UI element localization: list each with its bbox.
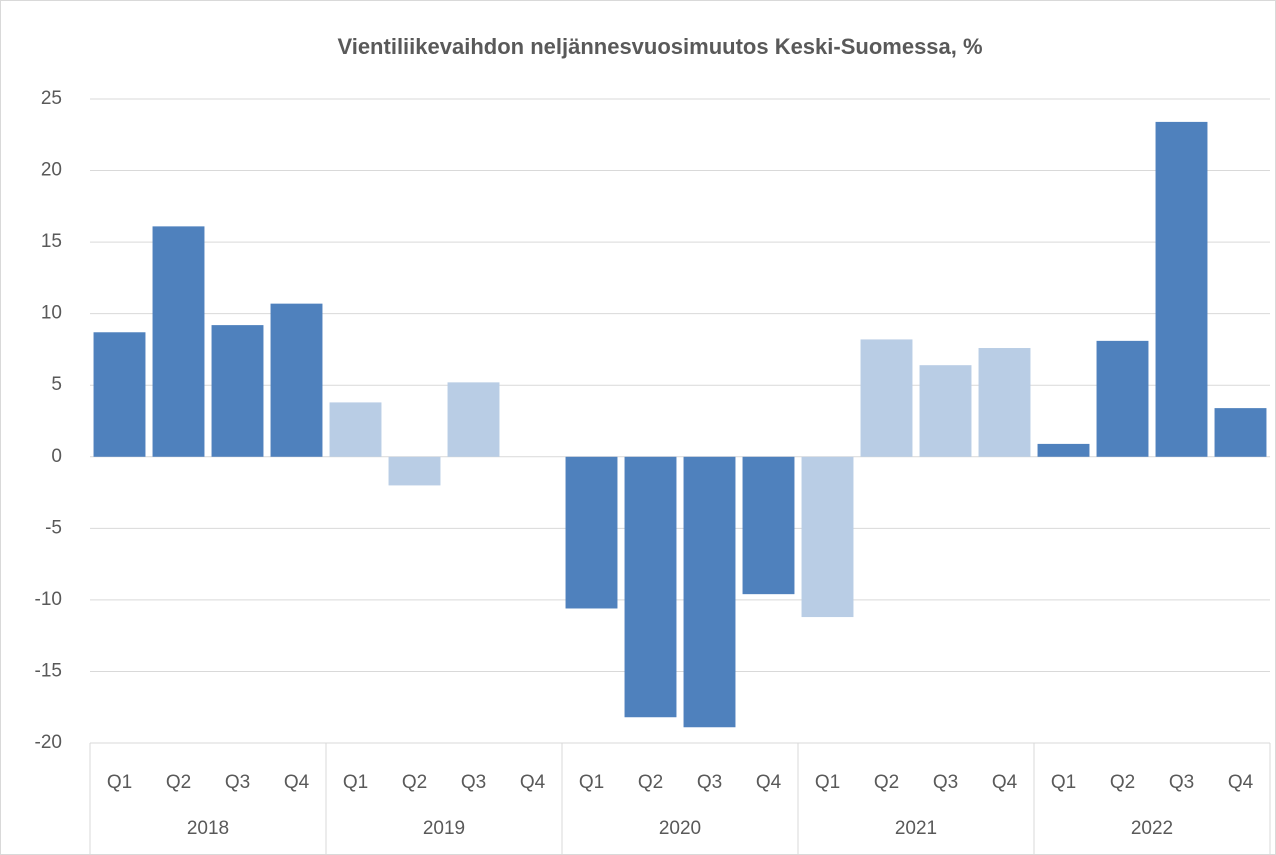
group-label: 2019 — [423, 818, 465, 839]
y-tick-label: 25 — [41, 88, 62, 109]
x-tick-label: Q4 — [1228, 772, 1254, 793]
bar — [329, 402, 382, 457]
x-tick-label: Q3 — [225, 772, 250, 793]
x-tick-label: Q3 — [697, 772, 722, 793]
bar — [565, 456, 618, 609]
bar — [1214, 408, 1267, 457]
y-tick-label: 10 — [41, 303, 62, 324]
bar — [742, 456, 795, 595]
y-tick-label: 15 — [41, 231, 62, 252]
bar — [270, 303, 323, 457]
y-tick-label: -15 — [35, 660, 62, 681]
bar — [388, 456, 441, 486]
bar — [152, 226, 205, 457]
x-tick-label: Q1 — [579, 772, 604, 793]
bar — [683, 456, 736, 728]
y-tick-label: -10 — [35, 589, 62, 610]
x-tick-label: Q2 — [166, 772, 191, 793]
x-tick-label: Q3 — [933, 772, 958, 793]
x-tick-label: Q2 — [874, 772, 899, 793]
x-tick-label: Q4 — [284, 772, 310, 793]
y-tick-label: 0 — [51, 446, 62, 467]
bar — [1096, 340, 1149, 457]
bar — [624, 456, 677, 718]
x-tick-label: Q4 — [992, 772, 1018, 793]
bar — [919, 365, 972, 457]
bar — [1155, 121, 1208, 457]
bar — [801, 456, 854, 618]
chart-title: Vientiliikevaihdon neljännesvuosimuutos … — [337, 34, 982, 59]
group-label: 2020 — [659, 818, 701, 839]
bar — [93, 332, 146, 457]
x-tick-label: Q2 — [638, 772, 663, 793]
x-tick-label: Q3 — [1169, 772, 1194, 793]
bar — [978, 348, 1031, 457]
y-tick-label: 20 — [41, 160, 62, 181]
bar — [860, 339, 913, 457]
x-tick-label: Q1 — [815, 772, 840, 793]
x-tick-label: Q1 — [343, 772, 368, 793]
group-label: 2022 — [1131, 818, 1173, 839]
bar — [447, 382, 500, 457]
x-tick-label: Q1 — [1051, 772, 1076, 793]
x-tick-label: Q2 — [402, 772, 427, 793]
x-tick-label: Q4 — [756, 772, 782, 793]
x-tick-label: Q4 — [520, 772, 546, 793]
group-label: 2018 — [187, 818, 229, 839]
y-tick-label: 5 — [51, 374, 62, 395]
x-tick-label: Q3 — [461, 772, 486, 793]
x-tick-label: Q1 — [107, 772, 132, 793]
x-tick-label: Q2 — [1110, 772, 1135, 793]
group-label: 2021 — [895, 818, 937, 839]
y-tick-label: -20 — [35, 732, 62, 753]
bar — [211, 325, 264, 457]
y-tick-label: -5 — [45, 517, 62, 538]
bar — [1037, 443, 1090, 457]
